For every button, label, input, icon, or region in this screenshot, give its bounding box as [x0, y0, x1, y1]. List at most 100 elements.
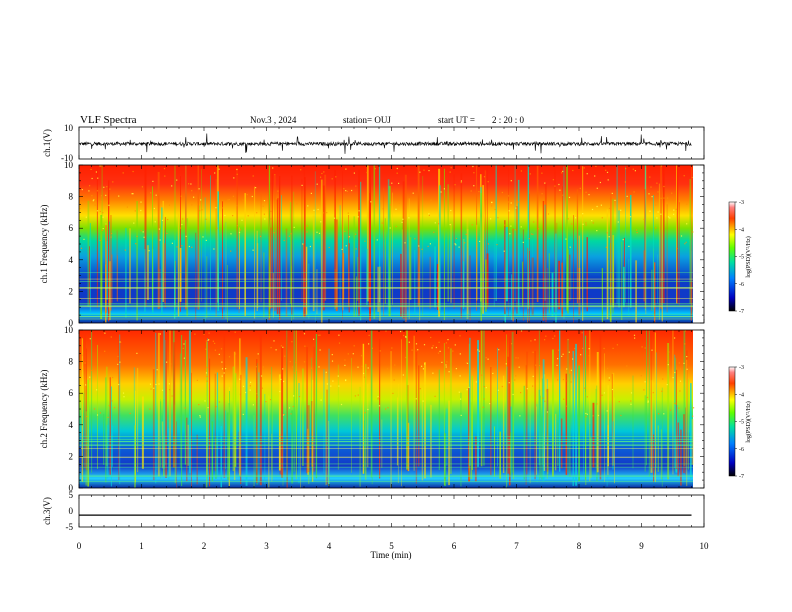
spectrogram-streak	[674, 354, 676, 468]
spectrogram-streak	[558, 260, 560, 310]
spectrogram-streak	[648, 330, 650, 477]
spectrogram-streak	[611, 373, 613, 466]
spectrogram-speckle	[166, 232, 168, 234]
spectrogram-streak	[116, 255, 118, 302]
x-tick-label: 8	[577, 541, 582, 551]
spectrogram-speckle	[283, 413, 285, 415]
spectrogram-speckle	[608, 207, 611, 209]
spectrogram-speckle	[512, 393, 514, 396]
spectrogram-streak	[236, 168, 238, 306]
spectrogram-speckle	[545, 390, 548, 392]
spectrogram-speckle	[566, 368, 568, 370]
spectrogram-streak	[323, 369, 325, 474]
spectrogram-speckle	[450, 209, 452, 212]
spectrogram-streak	[510, 432, 512, 476]
spectrogram-speckle	[575, 217, 577, 219]
spectrogram-speckle	[603, 392, 605, 394]
ch1-spectrogram-image	[79, 165, 693, 323]
spectrogram-speckle	[218, 353, 220, 355]
spectrogram-streak	[311, 357, 312, 483]
spectrogram-speckle	[198, 404, 200, 406]
spectrogram-speckle	[99, 210, 101, 213]
spectrogram-streak	[105, 377, 107, 483]
spectrogram-speckle	[319, 334, 321, 336]
spectrogram-speckle	[301, 184, 303, 186]
spectrogram-speckle	[433, 231, 435, 233]
spectrogram-streak	[217, 191, 219, 311]
spectrogram-speckle	[357, 216, 359, 218]
spectrogram-speckle	[102, 212, 104, 214]
spectrogram-streak	[286, 330, 288, 482]
colorbar-tick-label: -4	[739, 227, 744, 233]
spectrogram-speckle	[599, 181, 601, 184]
spectrogram-streak	[447, 184, 449, 302]
spectrogram-speckle	[509, 233, 511, 235]
spectrogram-speckle	[585, 224, 587, 226]
spectrogram-streak	[462, 261, 465, 309]
spectrogram-speckle	[275, 349, 277, 351]
spectrogram-speckle	[686, 368, 688, 370]
spectrogram-speckle	[313, 338, 315, 340]
x-tick-label: 5	[389, 541, 394, 551]
spectrogram-speckle	[400, 330, 402, 333]
spectrogram-streak	[443, 168, 445, 321]
spectrogram-speckle	[194, 333, 196, 335]
spectrogram-speckle	[434, 395, 436, 397]
spectrogram-speckle	[155, 383, 157, 386]
spectrogram-speckle	[680, 235, 683, 237]
spectrogram-speckle	[91, 195, 93, 197]
spectrogram-speckle	[679, 380, 682, 382]
spectrogram-speckle	[111, 232, 113, 235]
spectrogram-speckle	[571, 223, 573, 225]
spectrogram-speckle	[669, 217, 671, 219]
spectrogram-streak	[379, 338, 381, 479]
spectrogram-speckle	[396, 172, 398, 174]
spectrogram-streak	[97, 344, 98, 469]
spectrogram-streak	[136, 201, 138, 321]
spectrogram-streak	[306, 347, 308, 474]
y-tick-label: 8	[69, 192, 74, 202]
spectrogram-streak	[422, 175, 424, 317]
spectrogram-speckle	[586, 413, 588, 415]
spectrogram-speckle	[103, 186, 105, 188]
spectrogram-speckle	[485, 387, 487, 389]
spectrogram-streak	[661, 387, 663, 487]
spectrogram-speckle	[347, 212, 349, 214]
spectrogram-streak	[279, 176, 281, 320]
spectrogram-streak	[169, 330, 171, 477]
spectrogram-speckle	[234, 353, 237, 355]
spectrogram-streak	[81, 338, 83, 482]
spectrogram-streak	[238, 431, 240, 474]
spectrogram-speckle	[214, 349, 216, 351]
spectrogram-speckle	[293, 226, 295, 228]
spectrogram-streak	[512, 228, 514, 322]
spectrogram-speckle	[661, 390, 663, 392]
spectrogram-speckle	[391, 347, 393, 349]
spectrogram-streak	[136, 367, 139, 473]
spectrogram-streak	[89, 246, 90, 305]
spectrogram-speckle	[685, 241, 687, 243]
colorbar-tick-label: -5	[739, 420, 744, 426]
spectrogram-speckle	[570, 369, 572, 371]
spectrogram-speckle	[582, 213, 584, 215]
x-tick-label: 4	[327, 541, 332, 551]
spectrogram-speckle	[346, 370, 348, 372]
spectrogram-streak	[302, 368, 304, 466]
spectrogram-speckle	[643, 218, 645, 220]
spectrogram-speckle	[280, 378, 282, 380]
spectrogram-speckle	[566, 405, 568, 407]
spectrogram-speckle	[110, 236, 112, 238]
spectrogram-streak	[686, 359, 688, 487]
spectrogram-speckle	[581, 332, 583, 334]
spectrogram-streak	[522, 261, 524, 307]
spectrogram-speckle	[198, 188, 200, 190]
spectrogram-streak	[379, 266, 381, 322]
ch1-waveform-line	[79, 133, 692, 154]
spectrogram-speckle	[199, 210, 201, 212]
spectrogram-speckle	[158, 228, 160, 230]
spectrogram-streak	[176, 421, 177, 488]
spectrogram-speckle	[169, 352, 171, 354]
spectrogram-speckle	[544, 182, 546, 184]
spectrogram-speckle	[224, 214, 226, 217]
spectrogram-streak	[677, 422, 680, 477]
